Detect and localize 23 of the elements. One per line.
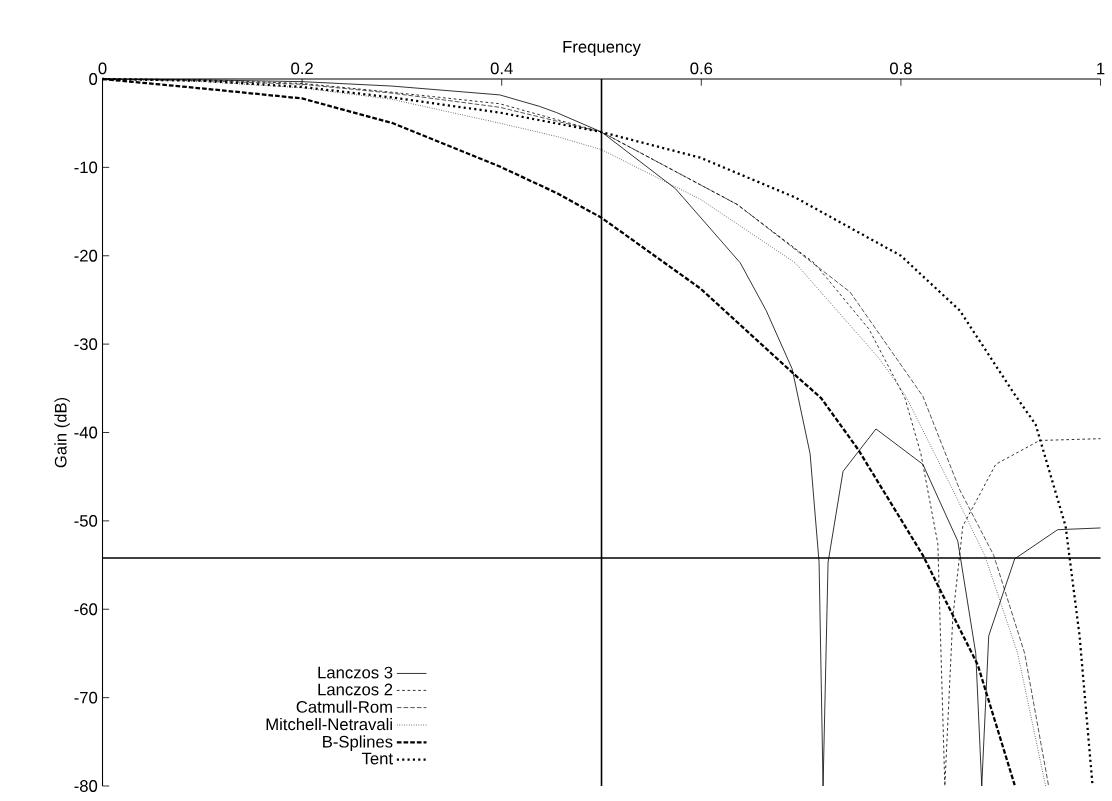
x-tick-label: 0.2 [291,62,313,75]
legend-label: B-Splines [323,735,393,751]
x-tick-label: 0 [98,62,107,75]
x-axis-title: Frequency [563,41,641,56]
legend-label: Lanczos 3 [318,666,393,679]
x-tick-label: 1 [1097,62,1105,75]
x-tick-label: 0.4 [490,62,513,75]
y-tick-label: -80 [74,780,98,792]
y-tick-label: -70 [74,691,98,704]
y-tick-label: -20 [74,249,98,262]
y-tick-label: -60 [74,603,98,616]
y-tick-label: -50 [74,514,98,527]
x-tick-label: 0.8 [889,62,912,75]
legend-label: Mitchell-Netravali [266,717,392,731]
y-tick-label: -40 [74,426,98,439]
y-tick-label: -10 [74,161,98,174]
legend-label: Tent [361,752,393,765]
y-tick-label: -30 [74,338,98,351]
y-axis-title: Gain (dB) [54,397,70,468]
y-tick-label: 0 [89,73,98,85]
legend-label: Lanczos 2 [318,683,393,696]
x-tick-label: 0.6 [690,62,713,75]
legend-label: Catmull-Rom [296,700,392,713]
